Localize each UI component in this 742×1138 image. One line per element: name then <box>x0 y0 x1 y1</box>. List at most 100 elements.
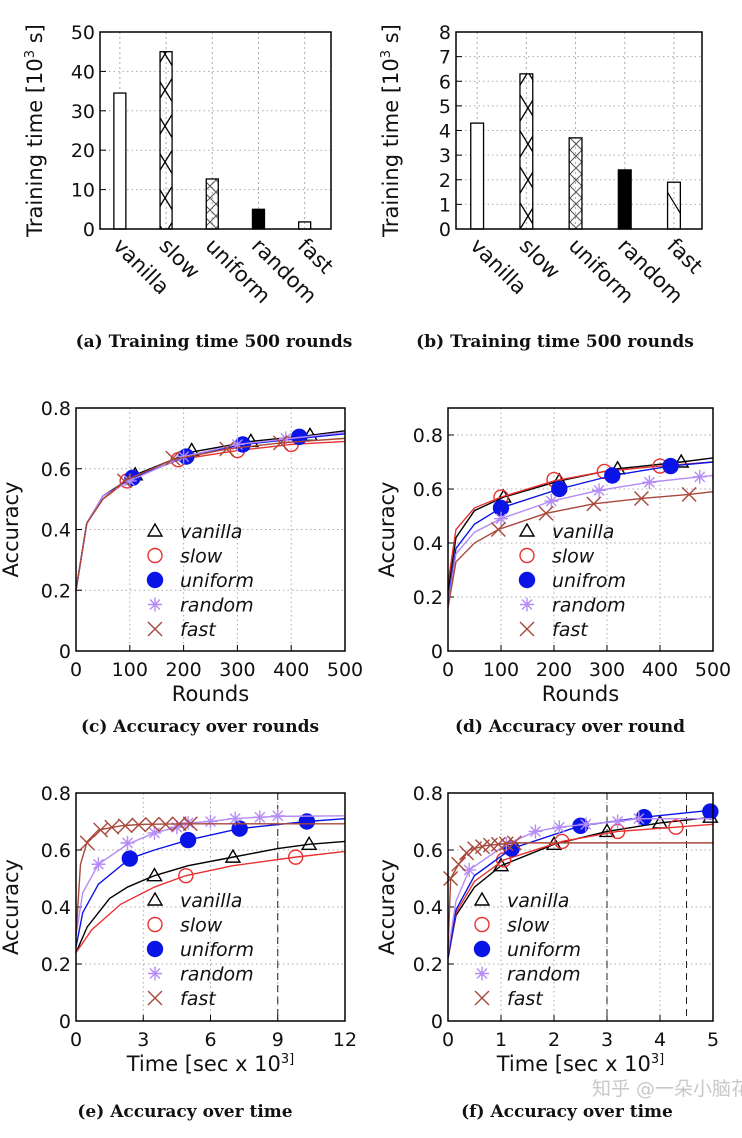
series-slow <box>75 849 346 953</box>
legend-label: random <box>180 595 254 617</box>
y-tick-label: 0.2 <box>41 954 71 976</box>
series-line-slow <box>447 461 714 584</box>
bar-vanilla <box>470 122 485 230</box>
series-fast <box>75 435 346 591</box>
legend-label: slow <box>180 546 223 568</box>
caption: (a) Training time 500 rounds <box>76 332 353 352</box>
legend-marker-uniform <box>146 940 164 958</box>
y-tick-label: 0.4 <box>413 897 443 919</box>
data-point-random <box>122 473 137 488</box>
x-tick-label: 9 <box>272 1029 284 1051</box>
y-tick-label: 0.8 <box>41 398 71 420</box>
y-axis-label: Accuracy <box>375 482 399 578</box>
data-point-fast <box>93 822 109 838</box>
series-fast <box>447 486 714 608</box>
data-point-fast <box>79 835 95 851</box>
x-tick-label: 200 <box>536 659 572 681</box>
data-point-fast <box>633 490 649 506</box>
data-point-fast <box>538 505 554 521</box>
chart-panel-f: 0 0.2 0.4 0.6 0.8 0 1 2 3 4 5 Time [sec x 103] vanil… <box>375 783 719 1122</box>
data-point-uniform <box>121 850 139 867</box>
series-line-fast <box>75 437 346 591</box>
data-point-fast <box>117 818 133 834</box>
y-tick-label: 0.4 <box>413 533 443 555</box>
data-point-fast <box>116 473 132 489</box>
legend-marker-slow <box>147 547 163 564</box>
chart-panel-c: 0 0.2 0.4 0.6 0.8 0 100 200 300 400 500 Rounds vanil… <box>0 398 363 737</box>
data-point-random <box>203 814 218 829</box>
y-tick-label: 0.6 <box>41 840 71 862</box>
y-tick-label: 2 <box>439 170 451 192</box>
legend-label: vanilla <box>180 521 242 543</box>
x-tick-label: 500 <box>695 659 731 681</box>
y-axis-label: Accuracy <box>0 859 23 955</box>
data-point-random <box>528 824 543 839</box>
data-point-vanilla <box>224 848 242 863</box>
series-random <box>75 808 346 936</box>
plot-frame <box>99 31 332 230</box>
bar-random <box>617 169 632 230</box>
y-tick-label: 0 <box>59 1011 71 1033</box>
series-random <box>447 811 713 953</box>
legend-marker-vanilla <box>146 891 164 906</box>
data-point-slow <box>178 867 194 884</box>
x-tick-label: 300 <box>219 659 255 681</box>
x-tick-label: 3 <box>137 1029 149 1051</box>
x-tick-label: 0 <box>70 1029 82 1051</box>
y-tick-label: 0.8 <box>41 783 71 805</box>
series-line-vanilla <box>447 816 714 959</box>
bar-random <box>251 208 266 230</box>
x-tick-label: 100 <box>112 659 148 681</box>
legend-label: uniform <box>180 570 254 592</box>
bar-slow <box>519 73 534 230</box>
data-point-random <box>642 475 657 490</box>
legend-marker-slow <box>147 916 163 933</box>
series-line-fast <box>75 823 345 936</box>
data-point-vanilla <box>300 835 318 850</box>
data-point-random <box>176 449 191 464</box>
data-point-fast <box>144 816 160 832</box>
legend-label: slow <box>180 915 223 937</box>
series-line-uniform <box>447 461 714 603</box>
data-point-fast <box>219 441 235 457</box>
legend-label: fast <box>507 988 544 1010</box>
plot-frame <box>75 792 346 1022</box>
bar-fast <box>298 221 312 230</box>
data-point-random <box>147 825 162 840</box>
caption: (b) Training time 500 rounds <box>416 332 694 352</box>
x-tick-label: 0 <box>442 1029 454 1051</box>
chart-panel-a: 01020304050vanillaslowuniformrandomfastT… <box>23 22 352 352</box>
legend-marker-uniform <box>518 571 536 589</box>
data-point-uniform <box>702 803 719 820</box>
data-point-uniform <box>662 457 679 475</box>
data-point-fast <box>131 817 147 833</box>
data-point-fast <box>104 819 120 835</box>
y-tick-label: 0 <box>439 219 451 241</box>
legend-marker-vanilla <box>146 522 164 537</box>
legend-label: fast <box>180 988 217 1010</box>
data-point-fast <box>165 450 181 466</box>
legend-marker-vanilla <box>518 522 536 537</box>
caption: (c) Accuracy over rounds <box>81 717 319 737</box>
series-fast <box>75 816 345 936</box>
data-point-random <box>610 814 625 829</box>
series-line-vanilla <box>75 840 346 953</box>
caption: (d) Accuracy over round <box>455 717 685 737</box>
bar-fast <box>666 181 682 230</box>
y-tick-label: 7 <box>439 47 451 69</box>
series-line-slow <box>75 440 346 591</box>
data-point-fast <box>506 835 522 851</box>
y-tick-label: 0.6 <box>41 459 71 481</box>
x-tick-label: 4 <box>654 1029 666 1051</box>
y-tick-label: 1 <box>439 194 451 216</box>
data-point-random <box>494 511 508 526</box>
y-tick-label: 6 <box>439 71 451 93</box>
y-tick-label: 0.4 <box>41 897 71 919</box>
data-point-fast <box>182 816 198 832</box>
data-point-random <box>230 437 245 452</box>
x-tick-label: 400 <box>273 659 309 681</box>
y-tick-label: 4 <box>439 121 451 143</box>
y-tick-label: 0 <box>431 1011 443 1033</box>
legend-marker-random <box>475 966 489 981</box>
